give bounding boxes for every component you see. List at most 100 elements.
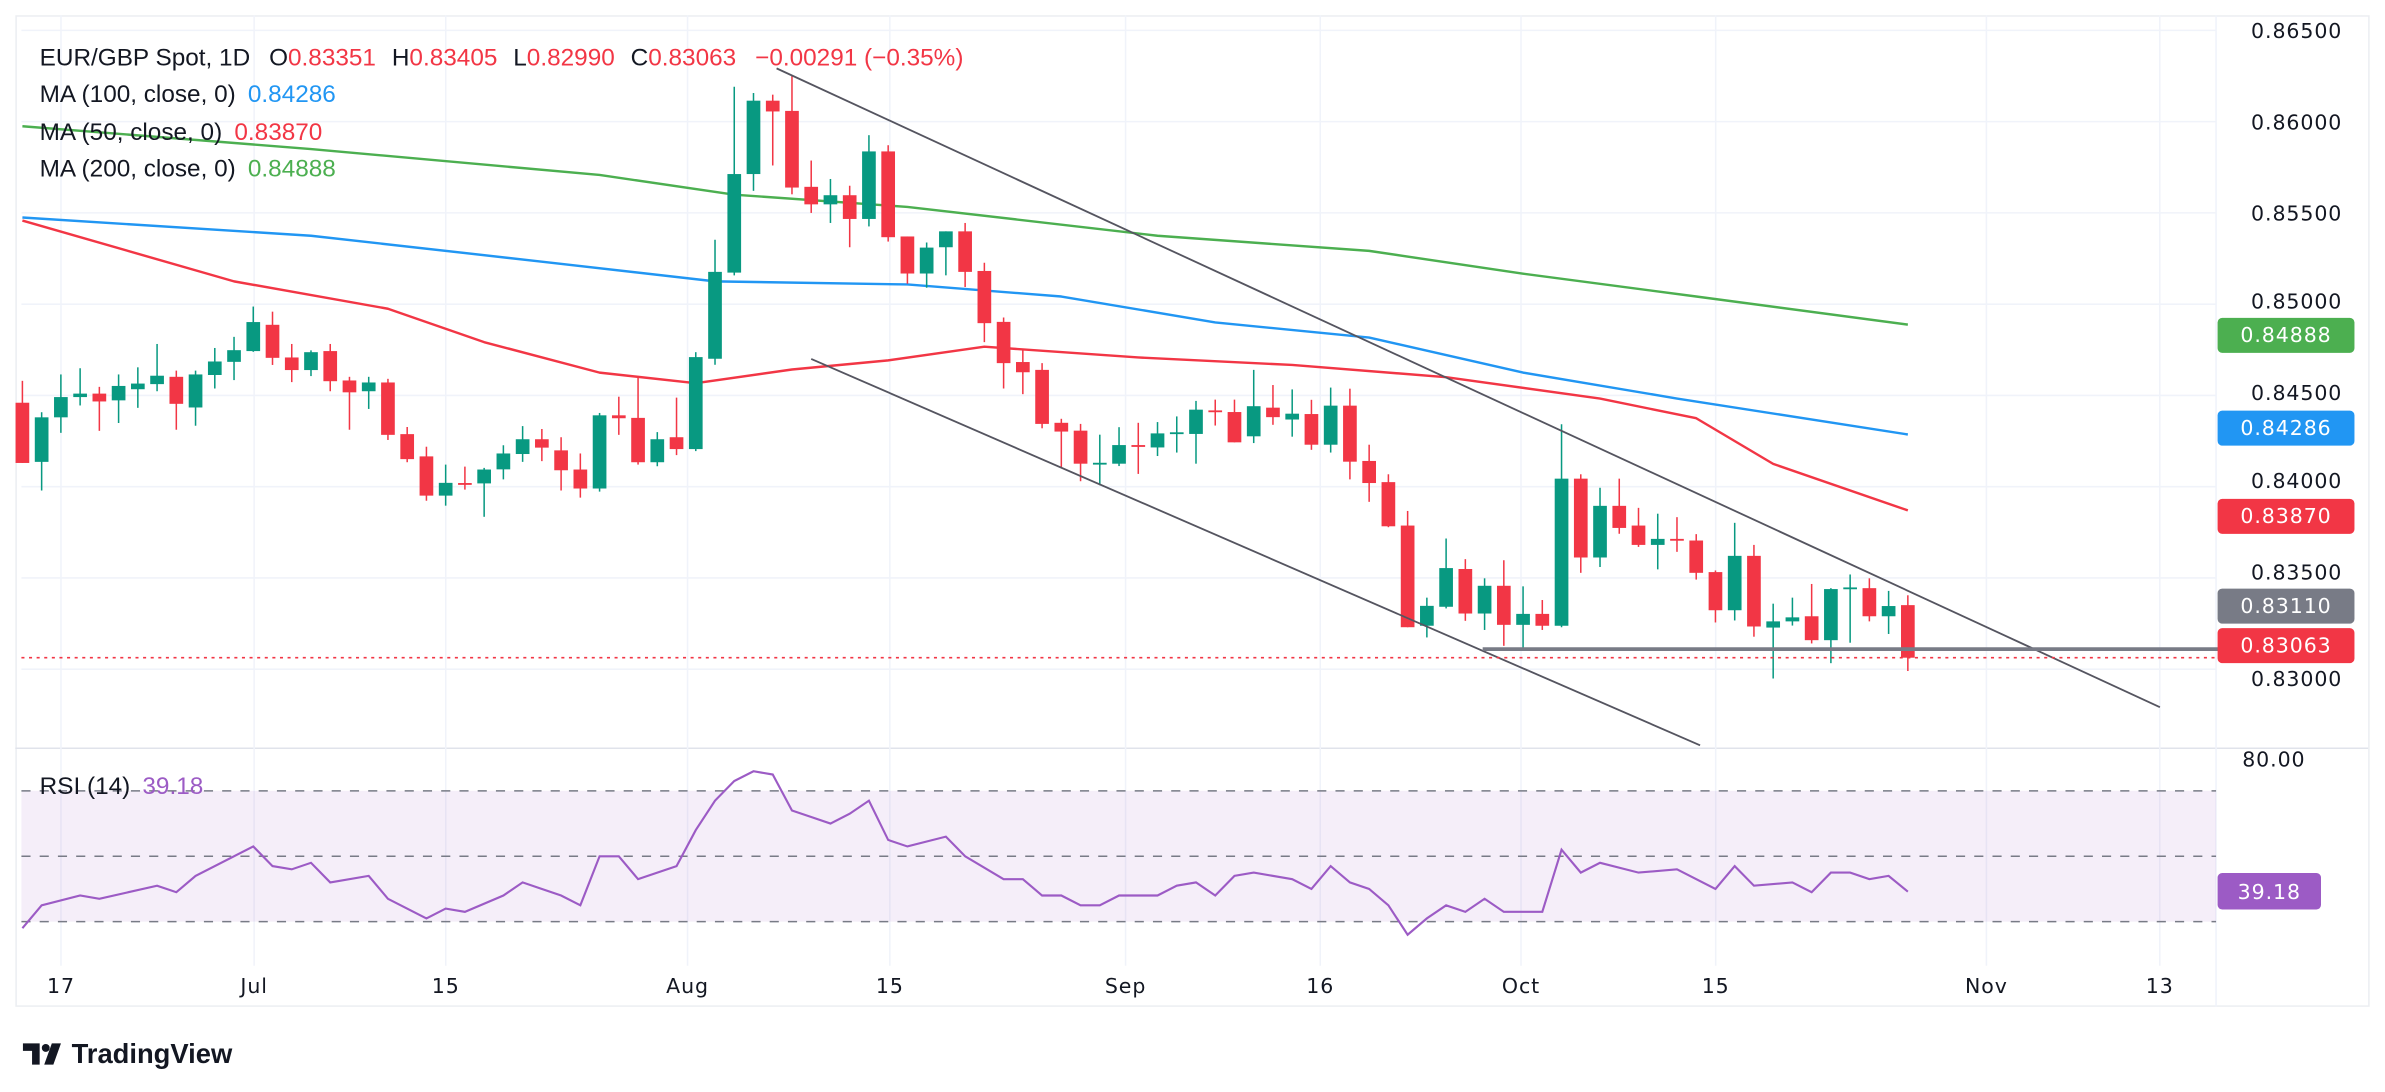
badge-ma100-text: 0.84286 [2240, 416, 2331, 440]
candle-body [1208, 410, 1223, 413]
candle [1670, 517, 1684, 552]
price-tick: 0.85000 [2251, 290, 2342, 314]
candle-body [1035, 369, 1049, 424]
candle [1169, 416, 1184, 453]
candle [111, 374, 126, 423]
candle-body [265, 324, 280, 358]
candle-body [1901, 605, 1915, 658]
candle-body [554, 450, 568, 471]
candle-body [900, 236, 915, 274]
candle-body [419, 456, 434, 496]
badge-ma200: 0.84888 [2217, 317, 2355, 353]
candle-body [381, 382, 395, 435]
candle-body [1016, 362, 1030, 373]
legend: EUR/GBP Spot, 1D O0.83351 H0.83405 L0.82… [40, 44, 964, 800]
candle [900, 236, 915, 284]
candle [1150, 422, 1165, 457]
rsi-label: RSI (14) [40, 773, 131, 800]
legend-ma200[interactable]: MA (200, close, 0) 0.84888 [40, 155, 336, 182]
trendline-upper[interactable] [776, 67, 2161, 708]
candle [1881, 590, 1896, 634]
candle-body [1747, 555, 1761, 627]
candle-body [785, 110, 799, 188]
candle-body [1881, 606, 1896, 617]
candle-body [92, 393, 107, 402]
candle [1400, 510, 1415, 628]
candle [785, 76, 799, 195]
candle-body [669, 437, 684, 450]
close-value: 0.83063 [648, 44, 736, 71]
candle [823, 178, 838, 223]
symbol-label[interactable]: EUR/GBP Spot, 1D [40, 44, 250, 71]
candle [1631, 507, 1646, 547]
ma200-value: 0.84888 [248, 155, 336, 182]
drawings[interactable] [21, 67, 2220, 747]
candle-body [977, 270, 992, 324]
time-tick: 13 [2146, 974, 2174, 998]
candle-body [688, 357, 703, 450]
moving-averages [22, 125, 1909, 512]
time-axis[interactable]: 17 Jul 15 Aug 15 Sep 16 Oct 15 Nov 13 [47, 974, 2174, 998]
time-tick: Sep [1105, 974, 1146, 998]
candle [438, 464, 453, 506]
candle [1593, 487, 1607, 567]
price-tick: 0.83000 [2251, 667, 2342, 691]
candle [15, 380, 30, 463]
price-tick: 0.85500 [2251, 202, 2342, 226]
badge-ma50: 0.83870 [2217, 498, 2355, 534]
high-label: H [392, 44, 410, 71]
candle-body [1112, 445, 1126, 464]
candle [1131, 422, 1146, 474]
price-tick: 0.84500 [2251, 381, 2342, 405]
candle-body [1246, 406, 1261, 437]
candle [1266, 385, 1280, 425]
candle-body [1477, 585, 1492, 614]
candle [150, 343, 164, 392]
ma50-line [22, 219, 1909, 512]
candle [188, 370, 203, 426]
candle-body [1362, 460, 1376, 484]
badge-last-price: 0.83063 [2217, 628, 2355, 664]
candle [34, 412, 49, 491]
candle [1535, 600, 1550, 630]
candle-body [73, 393, 87, 398]
candle-body [342, 380, 357, 393]
candle-body [323, 351, 338, 382]
ma100-label: MA (100, close, 0) [40, 81, 236, 108]
candle-body [1304, 414, 1319, 445]
price-axis[interactable]: 0.86500 0.86000 0.85500 0.85000 0.84500 … [2242, 19, 2342, 772]
candle-body [842, 195, 857, 219]
price-tick: 0.86000 [2251, 110, 2342, 134]
candle [669, 397, 684, 456]
candle [573, 453, 588, 498]
candle-body [1323, 405, 1338, 445]
badge-ma100: 0.84286 [2217, 410, 2355, 446]
candle [631, 376, 645, 465]
time-tick: 16 [1306, 974, 1334, 998]
legend-ma100[interactable]: MA (100, close, 0) 0.84286 [40, 81, 336, 108]
ma200-line [22, 125, 1909, 326]
badge-last-price-text: 0.83063 [2240, 633, 2331, 657]
chart-frame [15, 15, 2370, 1007]
candle [862, 135, 876, 227]
trendline-lower[interactable] [810, 358, 1701, 747]
tradingview-logo[interactable]: TradingView [22, 1038, 233, 1069]
ma100-value: 0.84286 [248, 81, 336, 108]
candle [592, 412, 607, 492]
price-tick: 0.84000 [2251, 469, 2342, 493]
candle [746, 93, 761, 191]
legend-rsi[interactable]: RSI (14) 39.18 [40, 773, 204, 800]
candle [92, 386, 107, 431]
candle-body [458, 483, 472, 485]
candle [1285, 389, 1300, 437]
open-value: 0.83351 [288, 44, 376, 71]
candle [1901, 595, 1915, 672]
candle-body [708, 271, 722, 359]
time-tick: Oct [1502, 974, 1540, 998]
price-tick: 0.83500 [2251, 560, 2342, 584]
candle [1766, 603, 1781, 679]
time-tick: 15 [1702, 974, 1730, 998]
legend-ma50[interactable]: MA (50, close, 0) 0.83870 [40, 119, 323, 146]
candle-body [111, 385, 126, 401]
